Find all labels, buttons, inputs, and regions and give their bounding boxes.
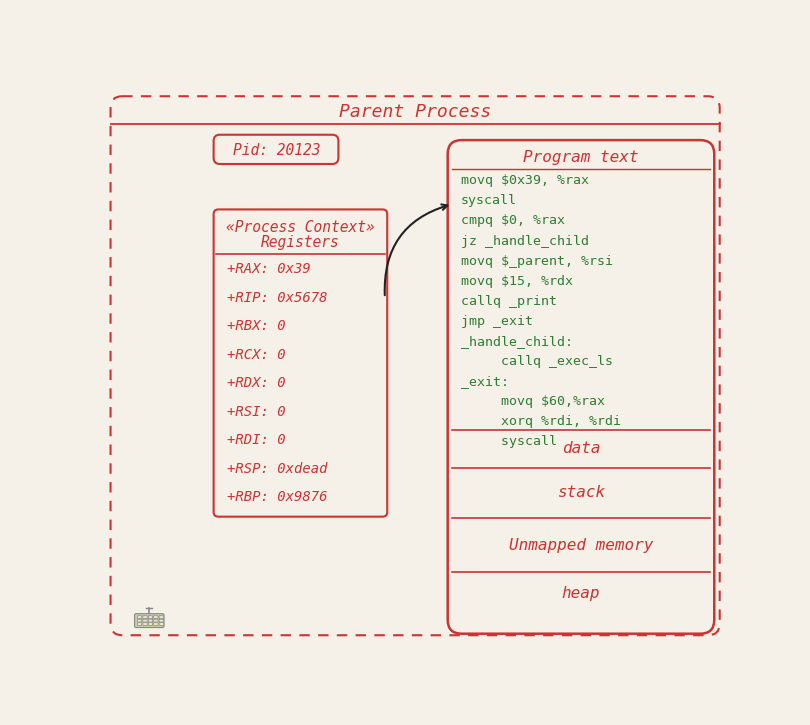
FancyBboxPatch shape	[159, 619, 164, 622]
Text: +RDI: 0: +RDI: 0	[227, 434, 285, 447]
Text: syscall: syscall	[461, 194, 517, 207]
FancyBboxPatch shape	[143, 616, 147, 618]
Text: callq _print: callq _print	[461, 294, 556, 307]
FancyBboxPatch shape	[138, 619, 142, 622]
FancyBboxPatch shape	[143, 623, 147, 626]
Text: movq $15, %rdx: movq $15, %rdx	[461, 275, 573, 288]
FancyBboxPatch shape	[148, 616, 152, 618]
FancyBboxPatch shape	[138, 623, 142, 626]
Text: +RCX: 0: +RCX: 0	[227, 348, 285, 362]
FancyBboxPatch shape	[159, 616, 164, 618]
Text: movq $0x39, %rax: movq $0x39, %rax	[461, 175, 589, 188]
Text: xorq %rdi, %rdi: xorq %rdi, %rdi	[461, 415, 620, 428]
FancyBboxPatch shape	[110, 96, 720, 635]
Text: +RDX: 0: +RDX: 0	[227, 376, 285, 391]
FancyBboxPatch shape	[159, 623, 164, 626]
Text: callq _exec_ls: callq _exec_ls	[461, 355, 613, 368]
Text: jz _handle_child: jz _handle_child	[461, 234, 589, 247]
Text: _exit:: _exit:	[461, 375, 509, 388]
FancyBboxPatch shape	[448, 140, 714, 634]
Text: +RBX: 0: +RBX: 0	[227, 320, 285, 334]
FancyBboxPatch shape	[148, 619, 152, 622]
Text: heap: heap	[561, 586, 600, 601]
Text: Registers: Registers	[261, 235, 340, 250]
Text: +RAX: 0x39: +RAX: 0x39	[227, 262, 310, 276]
Text: +RSP: 0xdead: +RSP: 0xdead	[227, 462, 327, 476]
Text: data: data	[561, 442, 600, 457]
FancyBboxPatch shape	[138, 616, 142, 618]
FancyBboxPatch shape	[143, 619, 147, 622]
Text: Program text: Program text	[523, 150, 639, 165]
FancyBboxPatch shape	[154, 616, 158, 618]
Text: Unmapped memory: Unmapped memory	[509, 538, 653, 552]
Text: movq $_parent, %rsi: movq $_parent, %rsi	[461, 254, 613, 268]
Text: syscall: syscall	[461, 435, 556, 448]
Text: movq $60,%rax: movq $60,%rax	[461, 394, 605, 407]
Text: «Process Context»: «Process Context»	[226, 220, 375, 235]
Text: _handle_child:: _handle_child:	[461, 335, 573, 347]
Text: +RBP: 0x9876: +RBP: 0x9876	[227, 490, 327, 505]
Text: Parent Process: Parent Process	[339, 103, 491, 120]
Text: cmpq $0, %rax: cmpq $0, %rax	[461, 215, 565, 228]
Text: +RSI: 0: +RSI: 0	[227, 405, 285, 419]
FancyBboxPatch shape	[214, 210, 387, 517]
FancyBboxPatch shape	[148, 623, 152, 626]
Text: jmp _exit: jmp _exit	[461, 315, 533, 328]
FancyBboxPatch shape	[154, 623, 158, 626]
FancyBboxPatch shape	[154, 619, 158, 622]
FancyBboxPatch shape	[214, 135, 339, 164]
FancyBboxPatch shape	[134, 613, 164, 628]
Text: stack: stack	[557, 485, 605, 500]
Text: Pid: 20123: Pid: 20123	[232, 144, 320, 158]
Text: +RIP: 0x5678: +RIP: 0x5678	[227, 291, 327, 305]
